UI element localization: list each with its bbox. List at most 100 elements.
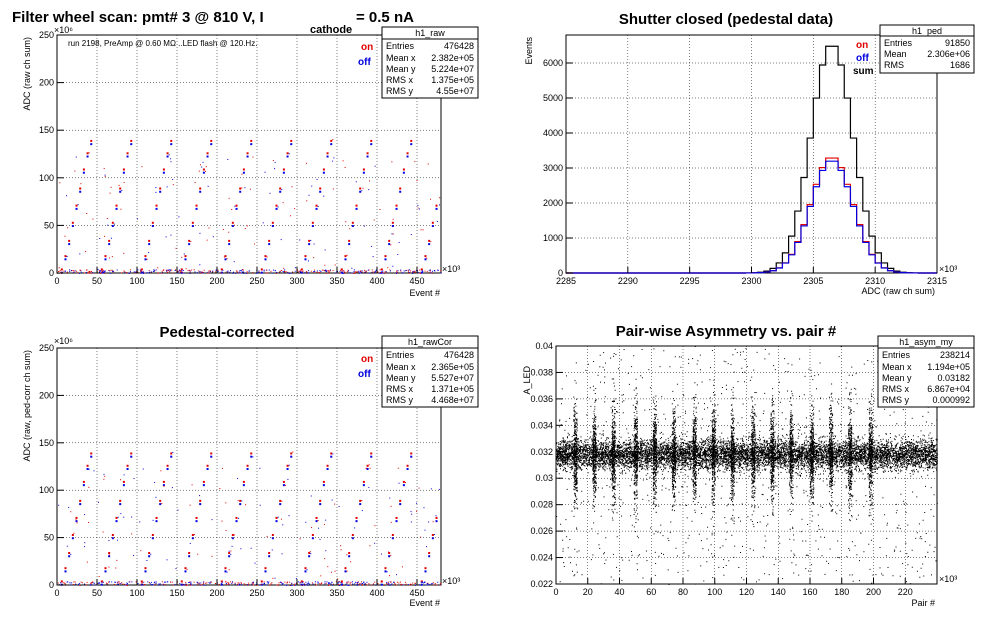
- rawcor-baseline-point: [432, 582, 434, 584]
- raw-ytick-label: 250: [39, 30, 54, 40]
- raw-sparse-point: [104, 235, 106, 237]
- ped-xtick-label: 2290: [618, 276, 638, 286]
- rawcor-stray-point: [390, 555, 392, 557]
- rawcor-stray-point: [241, 500, 243, 502]
- raw-baseline-point: [203, 269, 205, 271]
- raw-sparse-point: [110, 186, 112, 188]
- rawcor-baseline-point: [164, 581, 166, 583]
- rawcor-baseline-point: [73, 581, 75, 583]
- rawcor-on-point: [130, 452, 133, 455]
- raw-on-point: [366, 152, 369, 155]
- raw-baseline-point: [165, 269, 167, 271]
- rawcor-baseline-point: [189, 583, 191, 585]
- raw-off-point: [130, 143, 133, 146]
- rawcor-sparse-point: [66, 545, 68, 547]
- raw-baseline-point: [88, 270, 90, 272]
- rawcor-baseline-point: [320, 582, 322, 584]
- raw-sparse-point: [430, 198, 432, 200]
- raw-on-point: [180, 268, 183, 271]
- rawcor-baseline-point: [228, 582, 230, 584]
- raw-off-point: [68, 243, 71, 246]
- raw-baseline-point: [424, 270, 426, 272]
- rawcor-sparse-point: [103, 478, 105, 480]
- rawcor-baseline-point: [159, 583, 161, 585]
- raw-baseline-point: [77, 272, 79, 274]
- rawcor-baseline-point: [67, 581, 69, 583]
- raw-baseline-point: [71, 270, 73, 272]
- rawcor-baseline-point: [341, 582, 343, 584]
- rawcor-on-point: [279, 499, 282, 502]
- rawcor-xtick-label: 350: [329, 588, 344, 598]
- raw-baseline-point: [212, 270, 214, 272]
- rawcor-off-point: [435, 520, 438, 523]
- raw-on-point: [60, 268, 63, 271]
- rawcor-on-point: [71, 533, 74, 536]
- rawcor-baseline-point: [166, 581, 168, 583]
- rawcor-off-point: [202, 484, 205, 487]
- rawcor-baseline-point: [354, 583, 356, 585]
- raw-stray-point: [168, 154, 170, 156]
- raw-off-point: [308, 243, 311, 246]
- rawcor-baseline-point: [380, 581, 382, 583]
- raw-baseline-point: [124, 271, 126, 273]
- rawcor-on-point: [75, 516, 78, 519]
- raw-baseline-point: [368, 269, 370, 271]
- rawcor-off-point: [286, 468, 289, 471]
- rawcor-off-point: [166, 468, 169, 471]
- rawcor-baseline-point: [206, 582, 208, 584]
- raw-baseline-point: [433, 269, 435, 271]
- panel-rawcor-ticks: 0 50 100 150 200 250 300 350 400 4500501001502002…: [39, 343, 425, 598]
- rawcor-baseline-point: [281, 583, 283, 585]
- rawcor-baseline-point: [405, 583, 407, 585]
- rawcor-baseline-point: [346, 582, 348, 584]
- rawcor-sparse-point: [299, 538, 301, 540]
- panel-raw: 0 50 100 150 200 250 300 350 400 4500501001502002…: [22, 25, 479, 298]
- rawcor-baseline-point: [317, 581, 319, 583]
- rawcor-on-point: [235, 516, 238, 519]
- raw-baseline-point: [124, 272, 126, 274]
- raw-on-point: [119, 187, 122, 190]
- rawcor-sparse-point: [432, 521, 434, 523]
- raw-baseline-point: [128, 272, 130, 274]
- raw-on-point: [228, 239, 231, 242]
- raw-off-point: [210, 143, 213, 146]
- rawcor-sparse-point: [133, 478, 135, 480]
- rawcor-baseline-point: [142, 583, 144, 585]
- ped-xtick-label: 2300: [741, 276, 761, 286]
- rawcor-sparse-point: [228, 569, 230, 571]
- raw-baseline-point: [109, 272, 111, 274]
- rawcor-baseline-point: [143, 581, 145, 583]
- rawcor-baseline-point: [395, 584, 397, 586]
- rawcor-baseline-point: [267, 582, 269, 584]
- rawcor-sparse-point: [219, 488, 221, 490]
- rawcor-baseline-point: [402, 584, 404, 586]
- raw-off-point: [300, 271, 303, 274]
- raw-ytick-label: 100: [39, 173, 54, 183]
- rawcor-sparse-point: [416, 502, 418, 504]
- rawcor-sparse-point: [238, 517, 240, 519]
- raw-off-point: [359, 190, 362, 193]
- raw-stray-point: [361, 190, 363, 192]
- raw-on-point: [75, 204, 78, 207]
- rawcor-stray-point: [368, 464, 370, 466]
- raw-baseline-point: [153, 270, 155, 272]
- raw-baseline-point: [412, 271, 414, 273]
- raw-off-point: [202, 171, 205, 174]
- raw-baseline-point: [258, 270, 260, 272]
- raw-sparse-point: [170, 234, 172, 236]
- rawcor-sparse-point: [123, 516, 125, 518]
- raw-baseline-point: [299, 271, 301, 273]
- raw-baseline-point: [155, 269, 157, 271]
- panel-raw-statsbox: h1_raw Entries 476428 Mean x 2.382e+05 M…: [381, 26, 479, 99]
- rawcor-baseline-point: [169, 581, 171, 583]
- rawcor-baseline-point: [158, 584, 160, 586]
- panel-rawcor-legend-off: off: [358, 369, 371, 380]
- raw-off-point: [111, 225, 114, 228]
- raw-baseline-point: [100, 272, 102, 274]
- raw-on-point: [162, 168, 165, 171]
- rawcor-baseline-point: [238, 584, 240, 586]
- raw-sparse-point: [373, 219, 375, 221]
- raw-off-point: [231, 225, 234, 228]
- rawcor-baseline-point: [372, 583, 374, 585]
- rawcor-stray-point: [346, 570, 348, 572]
